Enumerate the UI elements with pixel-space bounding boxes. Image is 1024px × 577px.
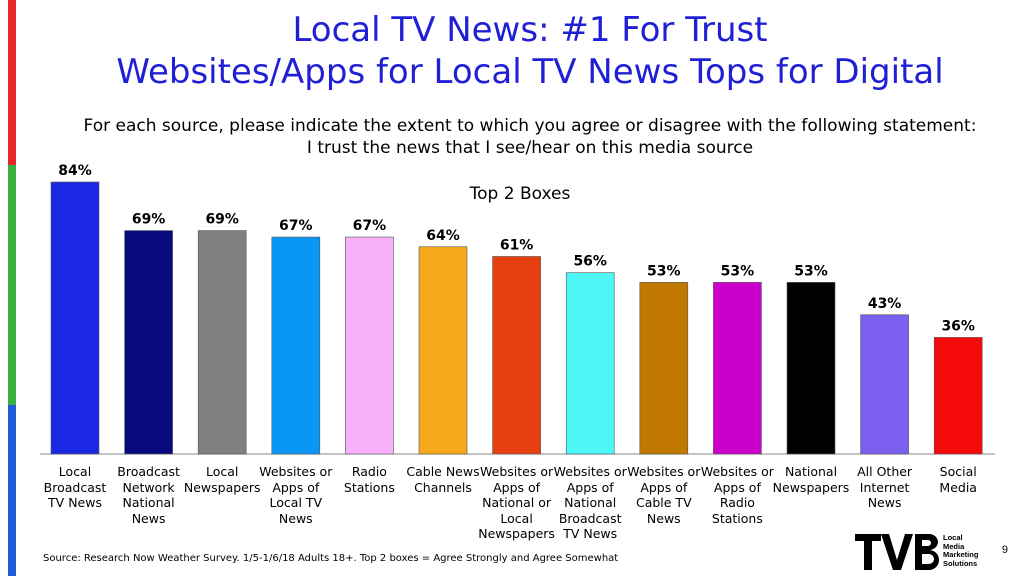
category-label: Websites or Apps of National Broadcast TV Ne… [551, 464, 629, 542]
category-label-line: Apps of [713, 479, 761, 495]
title-line-2: Websites/Apps for Local TV News Tops for… [116, 52, 944, 92]
tagline-line: Local [943, 533, 963, 542]
bar [786, 282, 836, 455]
category-label-line: Network [122, 479, 175, 495]
category-label: Local Newspapers [183, 464, 261, 495]
bar [271, 236, 321, 455]
category-label-line: Internet [859, 479, 910, 495]
category-label-line: Websites or [627, 464, 701, 479]
category-label-line: Apps of [493, 479, 541, 495]
bar [639, 282, 689, 455]
tvb-logo: Local Media Marketing Solutions [855, 530, 1005, 572]
category-label-line: Apps of [640, 479, 688, 495]
category-label-line: Local [58, 464, 92, 479]
chart-title: Top 2 Boxes [469, 184, 571, 204]
category-label-line: Websites or [259, 464, 333, 479]
source-note: Source: Research Now Weather Survey. 1/5… [43, 553, 619, 564]
category-label: Cable News Channels [404, 464, 482, 495]
category-label: Broadcast Network National News [110, 464, 188, 526]
title-line-1: Local TV News: #1 For Trust [292, 10, 768, 50]
category-label-line: National or [482, 495, 552, 510]
tvb-logo-tagline: Local Media Marketing Solutions [943, 533, 979, 568]
category-label-line: News [131, 510, 166, 526]
category-label-line: Broadcast [558, 510, 622, 526]
category-label-line: Radio [719, 495, 755, 510]
tagline-line: Solutions [943, 558, 978, 568]
category-label: All Other Internet News [846, 464, 924, 511]
category-label-line: Channels [414, 479, 472, 495]
category-label-line: All Other [857, 464, 913, 479]
category-label-line: Stations [711, 510, 763, 526]
bar [418, 246, 468, 455]
category-label-line: Broadcast [43, 479, 107, 495]
category-label: Social Media [919, 464, 997, 495]
tvb-logo-mark [855, 534, 939, 570]
category-label-line: Stations [343, 479, 395, 495]
category-label: Websites or Apps of Cable TV News [625, 464, 703, 526]
data-label: 36% [941, 318, 975, 334]
question-line-1: For each source, please indicate the ext… [83, 116, 977, 136]
data-label: 67% [279, 218, 313, 234]
bar [713, 282, 762, 455]
category-label-line: Broadcast [117, 464, 180, 479]
category-label-line: National [122, 495, 175, 510]
category-label-line: National [784, 464, 838, 479]
tagline-line: Marketing [943, 550, 979, 559]
bar [933, 337, 983, 455]
bar [565, 272, 615, 455]
stripe-red [8, 0, 16, 165]
category-label: Websites or Apps of National or Local Newspa… [478, 464, 556, 542]
data-label: 69% [132, 212, 166, 228]
category-label-line: News [278, 510, 313, 526]
category-label-line: Apps of [566, 479, 614, 495]
category-label-line: Cable TV [635, 495, 692, 510]
category-label-line: Radio [351, 464, 387, 479]
category-label: Websites or Apps of Local TV News [257, 464, 335, 526]
bar [197, 230, 247, 455]
bar [492, 256, 541, 455]
data-label: 53% [721, 263, 755, 279]
bar [345, 236, 394, 455]
category-label: National Newspapers [772, 464, 850, 495]
category-label: Radio Stations [330, 464, 408, 495]
bar [50, 181, 100, 455]
category-label-line: Newspapers [772, 479, 850, 495]
category-label-line: Websites or [553, 464, 627, 479]
page-number: 9 [1001, 544, 1008, 556]
category-label-line: News [646, 510, 681, 526]
data-label: 84% [58, 163, 92, 179]
bar [860, 314, 909, 455]
category-label-line: Websites or [700, 464, 774, 479]
category-label-line: Social Media [939, 464, 977, 495]
data-label: 69% [205, 212, 239, 228]
data-label: 64% [426, 228, 460, 244]
category-label-line: Websites or [480, 464, 554, 479]
left-color-stripe [8, 0, 16, 576]
data-label: 53% [794, 263, 828, 279]
category-label-line: TV News [563, 526, 618, 541]
data-label: 67% [353, 218, 387, 234]
question-line-2: I trust the news that I see/hear on this… [306, 138, 754, 158]
category-label-line: Local [500, 510, 533, 526]
tagline-line: Media [943, 541, 965, 551]
category-label-line: Cable News [406, 464, 480, 479]
stripe-blue [8, 405, 16, 576]
category-label: Websites or Apps of Radio Stations [698, 464, 776, 526]
category-label-line: National [564, 495, 617, 510]
data-label: 56% [573, 254, 607, 270]
category-label-line: Local [205, 464, 239, 479]
category-label-line: Newspapers [183, 479, 261, 495]
category-label: Local Broadcast TV News [36, 464, 114, 511]
category-label-line: Newspapers [478, 526, 555, 541]
stripe-green [8, 165, 16, 405]
data-label: 53% [647, 263, 681, 279]
category-label-line: Local TV [269, 495, 323, 510]
data-label: 61% [500, 237, 534, 253]
data-label: 43% [868, 296, 902, 312]
category-label-line: Apps of [272, 479, 320, 495]
category-label-line: News [867, 495, 902, 510]
category-label-line: TV News [48, 495, 102, 510]
bar [124, 230, 173, 455]
